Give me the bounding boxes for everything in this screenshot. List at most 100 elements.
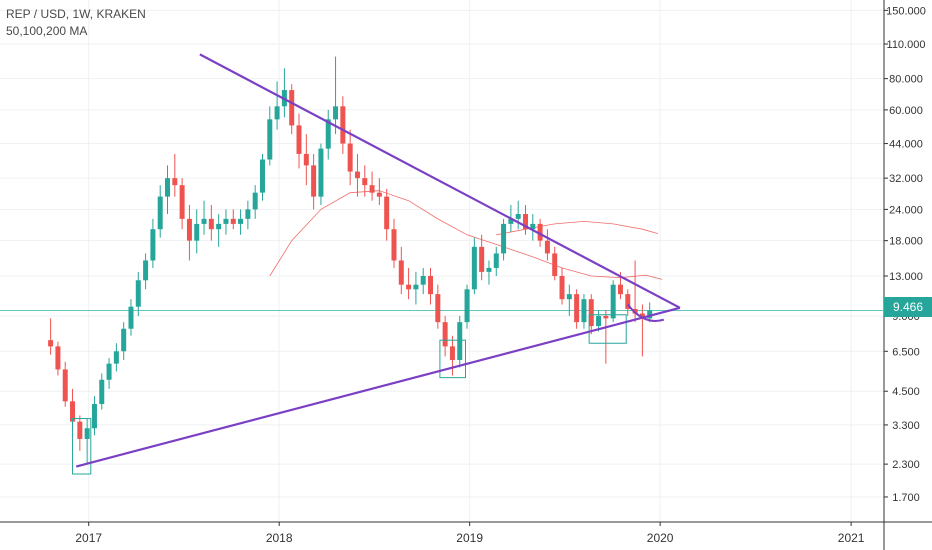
candle-body (106, 363, 112, 380)
price-axis-label: 32.000 (889, 173, 923, 185)
price-axis-label: 4.500 (892, 386, 920, 398)
price-axis-label: 18.000 (889, 236, 923, 248)
candle-body (596, 315, 602, 327)
candle-body (647, 310, 653, 319)
candle-body (574, 294, 580, 323)
candle-body (216, 223, 222, 230)
candle-body (486, 267, 492, 272)
price-axis-label: 110.000 (887, 39, 926, 51)
trendline-curve (626, 303, 665, 322)
candle-body (639, 313, 645, 319)
candle-body (70, 401, 76, 422)
last-price-badge: 9.466 (884, 297, 932, 317)
candle-body (603, 315, 609, 319)
price-axis-label: 80.000 (889, 74, 923, 86)
candle-body (223, 218, 229, 224)
symbol-title: REP / USD, 1W, KRAKEN (6, 7, 146, 21)
price-axis-label: 44.000 (889, 139, 923, 151)
price-axis-label: 60.000 (889, 105, 923, 117)
price-axis-label: 2.300 (892, 459, 920, 471)
candle-body (91, 404, 97, 429)
candle-body (325, 119, 331, 149)
candle-body (522, 214, 528, 230)
candle-body (581, 299, 587, 323)
candle-body (442, 322, 448, 347)
candle-body (552, 253, 558, 276)
candle-body (340, 106, 346, 144)
candle-body (347, 143, 353, 172)
ma-indicator-label: 50,100,200 MA (6, 24, 88, 38)
time-axis-label: 2018 (266, 531, 293, 545)
candle-body (128, 306, 134, 329)
candle-body (588, 299, 594, 327)
candle-body (267, 119, 273, 160)
candle-body (544, 240, 550, 254)
candle-body (245, 209, 251, 219)
candle-body (172, 178, 178, 186)
candle-body (194, 223, 200, 241)
candle-body (610, 284, 616, 319)
candle-body (566, 294, 572, 300)
candle-body (230, 218, 236, 224)
candle-body (186, 218, 192, 241)
candle-body (464, 289, 470, 323)
time-axis-label: 2021 (838, 531, 865, 545)
candle-body (62, 369, 68, 402)
candle-body (121, 328, 127, 352)
price-axis-label: 150.000 (886, 5, 926, 17)
trendline (199, 53, 681, 309)
candle-body (259, 159, 265, 193)
candle-body (406, 284, 412, 290)
candles-group (48, 56, 653, 465)
candle-body (537, 223, 543, 241)
candle-body (479, 246, 485, 272)
candle-body (493, 253, 499, 268)
chart-legend: REP / USD, 1W, KRAKEN 50,100,200 MA (6, 6, 146, 40)
candle-body (303, 153, 309, 166)
candle-body (274, 106, 280, 120)
price-axis-label: 1.700 (892, 492, 920, 504)
candle-body (508, 218, 514, 224)
candle-body (84, 428, 90, 439)
candle-body (362, 178, 368, 186)
candle-body (625, 294, 631, 309)
price-axis-label: 24.000 (889, 204, 923, 216)
candle-body (296, 125, 302, 154)
candle-body (135, 280, 141, 307)
candle-body (208, 218, 214, 230)
candle-body (179, 185, 185, 219)
candle-body (428, 275, 434, 295)
time-axis-label: 2019 (456, 531, 483, 545)
candle-body (238, 218, 244, 224)
candle-body (384, 196, 390, 230)
candle-body (99, 379, 105, 405)
price-axis-label: 6.500 (892, 346, 920, 358)
time-axis-label: 2017 (75, 531, 102, 545)
highlight-box (72, 418, 92, 475)
candle-body (398, 260, 404, 285)
candle-body (559, 275, 565, 300)
candle-body (617, 284, 623, 295)
candle-body (369, 185, 375, 193)
candle-body (391, 229, 397, 261)
candle-body (413, 284, 419, 290)
candle-body (289, 90, 295, 126)
candle-body (55, 346, 61, 370)
candle-body (515, 214, 521, 219)
candle-body (113, 351, 119, 364)
candle-body (501, 223, 507, 254)
candle-body (150, 229, 156, 261)
time-axis-label: 2020 (647, 531, 674, 545)
candle-body (530, 223, 536, 230)
candle-body (311, 165, 317, 197)
highlight-box (588, 314, 627, 344)
price-axis-label: 13.000 (889, 271, 923, 283)
candle-body (77, 421, 83, 439)
candle-body (318, 148, 324, 197)
candle-body (333, 106, 339, 120)
highlight-box (439, 339, 466, 379)
candle-body (165, 178, 171, 197)
candle-body (252, 192, 258, 210)
candle-body (457, 322, 463, 360)
